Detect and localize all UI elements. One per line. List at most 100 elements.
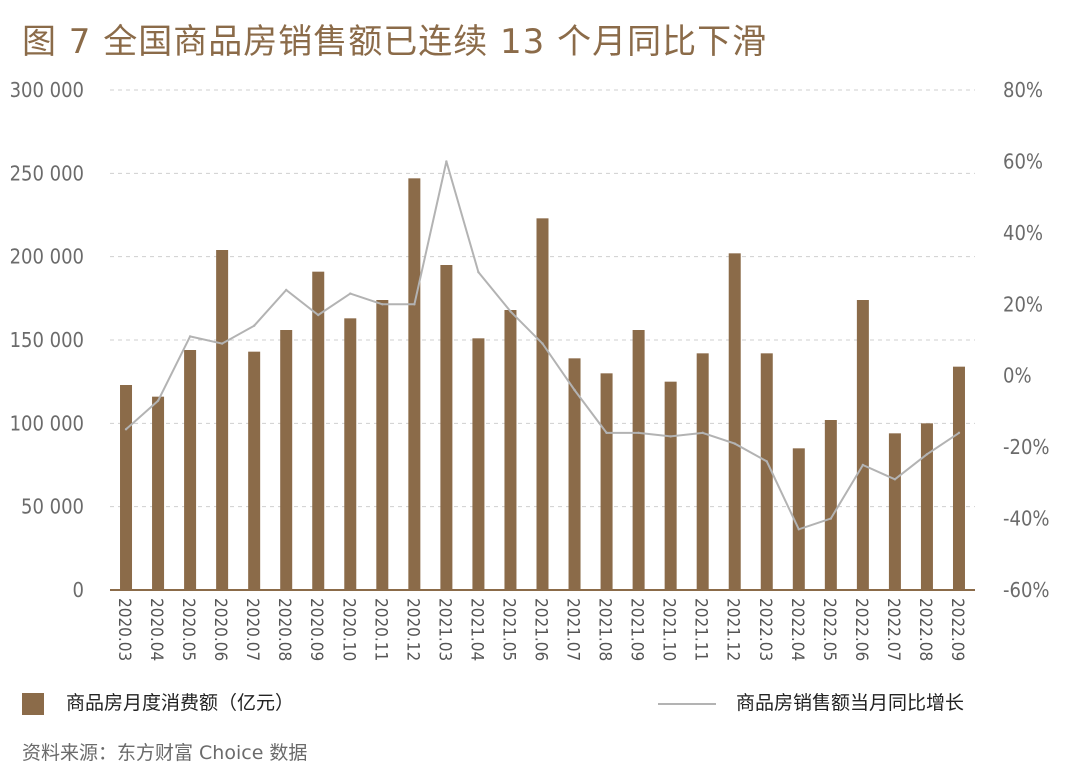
y-right-tick-label: 40% xyxy=(1003,221,1043,245)
y-right-tick-label: -20% xyxy=(1003,435,1049,459)
line-point xyxy=(669,435,672,438)
line-point xyxy=(124,428,128,431)
line-point xyxy=(285,288,288,292)
line-point xyxy=(733,442,736,445)
bar xyxy=(568,358,581,590)
x-tick-label: 2021.04 xyxy=(466,598,486,661)
bar xyxy=(216,250,229,590)
line-point xyxy=(477,270,480,274)
x-tick-label: 2020.09 xyxy=(306,598,326,661)
bar xyxy=(696,353,709,590)
bar xyxy=(280,330,293,590)
x-tick-label: 2022.05 xyxy=(819,598,839,661)
y-left-tick-label: 100 000 xyxy=(10,411,84,435)
y-right-tick-label: 0% xyxy=(1003,364,1032,388)
bar xyxy=(152,396,165,590)
x-tick-label: 2020.12 xyxy=(402,598,422,661)
bar xyxy=(824,420,837,590)
y-right-tick-label: -60% xyxy=(1003,578,1049,602)
line-point xyxy=(413,303,416,306)
bar xyxy=(440,265,453,590)
line-point xyxy=(220,342,224,345)
line-point xyxy=(156,399,160,402)
legend-bar-label: 商品房月度消费额（亿元） xyxy=(66,692,295,714)
x-tick-label: 2021.06 xyxy=(531,598,551,661)
bar xyxy=(248,351,261,590)
bar xyxy=(760,353,773,590)
x-tick-label: 2022.09 xyxy=(947,598,967,661)
y-left-tick-label: 200 000 xyxy=(10,245,84,269)
line-point xyxy=(925,453,929,456)
line-point xyxy=(541,342,544,345)
x-tick-label: 2020.06 xyxy=(210,598,230,661)
bar xyxy=(536,218,549,591)
x-tick-label: 2022.08 xyxy=(915,598,935,661)
line-point xyxy=(701,431,704,435)
y-left-tick-label: 150 000 xyxy=(10,328,84,352)
bar xyxy=(888,433,901,590)
line-point xyxy=(637,431,640,435)
x-tick-label: 2021.10 xyxy=(659,598,679,661)
y-right-tick-label: 80% xyxy=(1003,78,1043,102)
line-point xyxy=(188,335,192,338)
line-point xyxy=(317,313,320,317)
line-point xyxy=(252,324,256,327)
x-tick-label: 2022.07 xyxy=(883,598,903,661)
bar xyxy=(632,330,645,590)
bar xyxy=(952,366,965,590)
bar xyxy=(728,253,741,591)
y-right-tick-label: 60% xyxy=(1003,149,1043,173)
line-point xyxy=(957,431,961,435)
line-point xyxy=(765,460,768,463)
bar xyxy=(504,310,517,590)
bar xyxy=(664,381,677,590)
x-tick-label: 2021.12 xyxy=(723,598,743,661)
legend-line-swatch xyxy=(658,702,716,705)
line-point xyxy=(893,478,897,481)
bar xyxy=(792,448,805,590)
bar xyxy=(920,423,933,590)
bar xyxy=(184,350,197,590)
legend-line-label: 商品房销售额当月同比增长 xyxy=(736,692,965,714)
legend-bar-swatch xyxy=(22,692,44,715)
bar xyxy=(376,300,389,590)
line-point xyxy=(797,528,800,531)
line-point xyxy=(573,388,576,392)
y-left-tick-label: 250 000 xyxy=(10,161,84,185)
x-tick-label: 2021.08 xyxy=(595,598,615,661)
line-point xyxy=(829,517,833,520)
bar xyxy=(408,178,421,591)
legend-line-entry: 商品房销售额当月同比增长 xyxy=(658,688,964,715)
bar xyxy=(344,318,357,590)
y-left-tick-label: 300 000 xyxy=(10,78,84,102)
y-right-tick-label: 20% xyxy=(1003,292,1043,316)
x-tick-label: 2021.05 xyxy=(498,598,518,661)
x-tick-label: 2020.03 xyxy=(114,598,134,661)
x-tick-label: 2022.03 xyxy=(755,598,775,661)
x-tick-label: 2021.11 xyxy=(691,598,711,661)
line-point xyxy=(509,310,512,313)
y-left-tick-label: 50 000 xyxy=(21,495,84,519)
y-right-tick-label: -40% xyxy=(1003,507,1049,531)
bar xyxy=(312,271,325,590)
line-point xyxy=(605,431,608,435)
x-tick-label: 2020.11 xyxy=(370,598,390,661)
source-note: 资料来源：东方财富 Choice 数据 xyxy=(22,742,308,764)
x-tick-label: 2022.04 xyxy=(787,598,807,661)
legend-bar-entry: 商品房月度消费额（亿元） xyxy=(22,688,294,715)
chart-title: 图 7 全国商品房销售额已连续 13 个月同比下滑 xyxy=(22,22,768,62)
line-point xyxy=(381,303,384,306)
line-point xyxy=(445,160,448,163)
bar xyxy=(856,300,869,590)
x-tick-label: 2021.03 xyxy=(434,598,454,661)
line-point xyxy=(861,463,865,467)
x-tick-label: 2021.09 xyxy=(627,598,647,661)
x-tick-label: 2022.06 xyxy=(851,598,871,661)
x-tick-label: 2020.05 xyxy=(178,598,198,661)
y-left-tick-label: 0 xyxy=(73,578,84,602)
x-tick-label: 2020.07 xyxy=(242,598,262,661)
x-tick-label: 2021.07 xyxy=(563,598,583,661)
combo-chart: 0 50 000 100 000 150 000 200 000 250 000 300 0… xyxy=(10,78,1050,661)
bar xyxy=(472,338,485,590)
line-point xyxy=(349,292,352,295)
